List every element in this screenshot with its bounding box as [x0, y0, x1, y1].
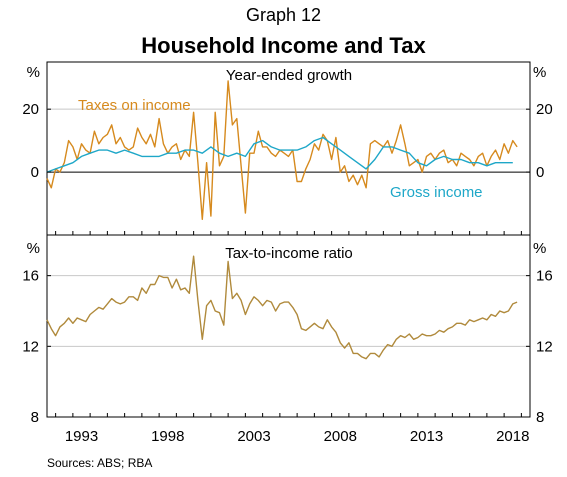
top-series-line-1	[46, 136, 513, 173]
top-panel-frame	[46, 61, 531, 236]
x-tick-label: 2003	[237, 428, 270, 445]
sources-note: Sources: ABS; RBA	[47, 456, 153, 470]
top-y-tick-label-right: 0	[536, 164, 544, 181]
axis-layer: 0 0 20 20 8 8 12 12 16 16 1993 1998 2003 2008 2013 2018	[22, 101, 552, 445]
x-tick-label: 2013	[410, 428, 443, 445]
top-y-tick-label-left: 0	[31, 164, 39, 181]
x-tick-label: 2008	[324, 428, 357, 445]
top-panel-title: Year-ended growth	[226, 67, 352, 84]
bottom-panel-frame	[46, 234, 531, 418]
x-tick-label: 2018	[496, 428, 529, 445]
taxes-series-label: Taxes on income	[78, 97, 191, 114]
bottom-left-unit: %	[27, 240, 40, 257]
bottom-y-tick-label-left: 16	[22, 268, 39, 285]
x-tick-label: 1993	[65, 428, 98, 445]
top-left-unit: %	[27, 64, 40, 81]
bottom-y-tick-label-right: 12	[536, 338, 553, 355]
gross-series-label: Gross income	[390, 184, 483, 201]
chart-title: Household Income and Tax	[141, 33, 426, 58]
bottom-y-tick-label-right: 8	[536, 409, 544, 426]
top-right-unit: %	[533, 64, 546, 81]
x-tick-label: 1998	[151, 428, 184, 445]
top-series-line-0	[46, 80, 518, 221]
top-y-tick-label-left: 20	[22, 101, 39, 118]
series-layer	[46, 80, 518, 360]
top-y-tick-label-right: 20	[536, 101, 553, 118]
bottom-panel-title: Tax-to-income ratio	[225, 245, 353, 262]
bottom-right-unit: %	[533, 240, 546, 257]
grid-layer	[47, 108, 530, 347]
bottom-y-tick-label-left: 12	[22, 338, 39, 355]
graph-number: Graph 12	[245, 5, 322, 25]
bottom-y-tick-label-left: 8	[31, 409, 39, 426]
bottom-series-line-0	[46, 255, 518, 360]
bottom-y-tick-label-right: 16	[536, 268, 553, 285]
